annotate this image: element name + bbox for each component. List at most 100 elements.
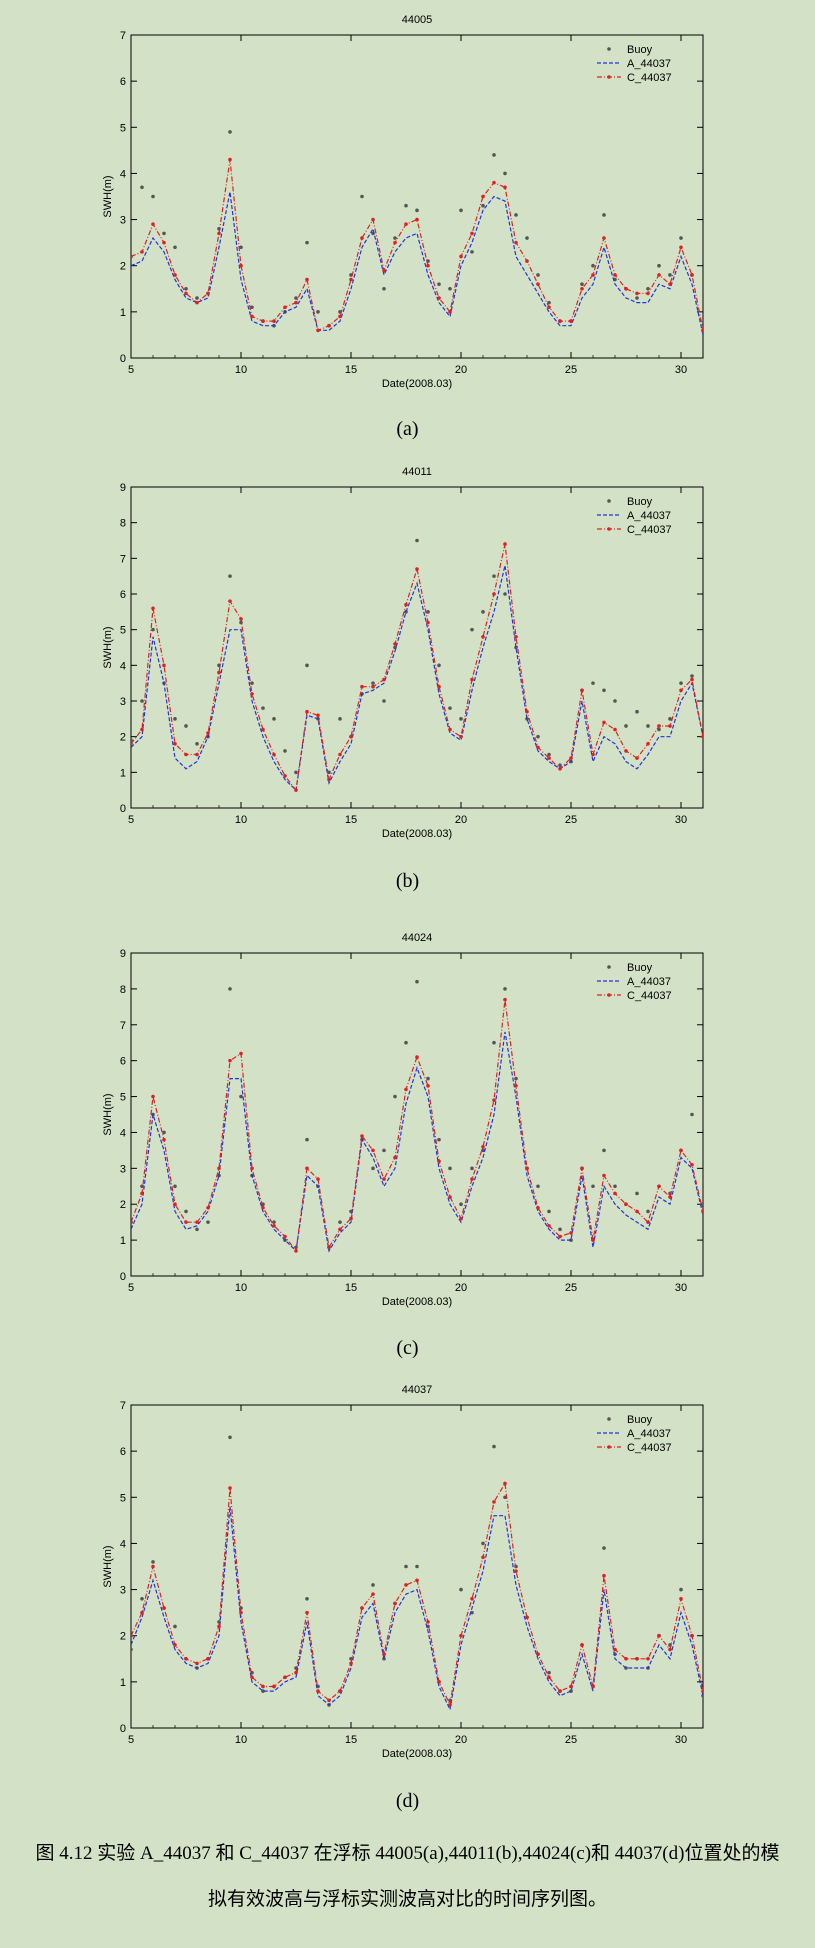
series-Buoy [131, 979, 703, 1250]
y-axis-label: SWH(m) [102, 1545, 114, 1587]
series-marker [701, 328, 703, 333]
buoy-point [602, 688, 606, 693]
series-marker [437, 684, 441, 689]
series-marker [536, 745, 540, 750]
series-marker [327, 1245, 331, 1250]
x-tick-label: 10 [235, 1282, 247, 1294]
series-marker [283, 774, 287, 778]
series-marker [393, 642, 397, 646]
series-marker [184, 752, 188, 757]
series-marker [228, 599, 232, 603]
panel-label-a: (a) [396, 418, 419, 440]
buoy-point [272, 1220, 276, 1224]
series-marker [360, 236, 364, 240]
series-marker [602, 720, 606, 725]
y-tick-label: 4 [120, 660, 126, 672]
buoy-point [272, 717, 276, 721]
buoy-point [646, 1209, 650, 1214]
y-axis-label: SWH(m) [102, 175, 114, 217]
buoy-point [679, 681, 683, 685]
legend-marker [607, 993, 611, 997]
series-marker [327, 777, 331, 782]
chart-title: 44005 [402, 14, 433, 26]
panel-label-c: (c) [396, 1337, 419, 1359]
buoy-point [250, 681, 254, 685]
buoy-point [514, 213, 518, 217]
series-marker [162, 1137, 166, 1142]
series-marker [448, 1195, 452, 1199]
buoy-point [239, 245, 243, 250]
x-tick-label: 15 [345, 364, 357, 376]
series-marker [657, 1633, 661, 1638]
series-marker [558, 1689, 562, 1693]
legend-label: C_44037 [627, 72, 672, 84]
buoy-point [404, 1564, 408, 1569]
buoy-point [173, 1624, 177, 1629]
series-marker [635, 1656, 639, 1661]
buoy-point [591, 1184, 595, 1189]
legend-marker [607, 47, 611, 51]
legend-marker [607, 75, 611, 79]
series-marker [283, 305, 287, 310]
series-marker [305, 277, 309, 282]
series-marker [228, 1486, 232, 1490]
series-marker [624, 286, 628, 291]
series-marker [470, 1177, 474, 1181]
buoy-point [382, 1148, 386, 1153]
chart-title: 44024 [402, 932, 433, 944]
buoy-point [294, 770, 298, 775]
series-marker [140, 250, 144, 254]
series-marker [283, 1234, 287, 1239]
buoy-point [448, 286, 452, 291]
series-marker [525, 1166, 529, 1171]
y-tick-label: 8 [120, 518, 126, 530]
series-marker [459, 1633, 463, 1638]
y-tick-label: 6 [120, 76, 126, 88]
series-marker [646, 291, 650, 296]
buoy-point [668, 273, 672, 277]
buoy-point [415, 1564, 419, 1569]
y-tick-label: 5 [120, 625, 126, 637]
series-marker [393, 240, 397, 245]
legend: Buoy A_44037 C_44037 [597, 1414, 672, 1454]
series-marker [536, 1206, 540, 1210]
buoy-point [382, 699, 386, 703]
series-marker [338, 752, 342, 757]
series-C_44037 [131, 157, 703, 333]
series-marker [668, 1195, 672, 1199]
buoy-point [569, 1238, 573, 1242]
y-tick-label: 1 [120, 1677, 126, 1689]
buoy-point [415, 538, 419, 543]
series-marker [591, 1238, 595, 1242]
buoy-point [492, 1040, 496, 1045]
series-marker [184, 291, 188, 296]
legend-label: C_44037 [627, 990, 672, 1002]
series-marker [415, 1055, 419, 1059]
series-marker [547, 1675, 551, 1680]
buoy-point [305, 663, 309, 668]
buoy-point [613, 1184, 617, 1189]
y-tick-label: 0 [120, 1271, 126, 1283]
y-axis-label: SWH(m) [102, 1093, 114, 1135]
y-tick-label: 4 [120, 1538, 126, 1550]
series-marker [173, 1202, 177, 1207]
chart-title: 44037 [402, 1384, 433, 1396]
series-marker [404, 1087, 408, 1092]
series-marker [349, 1216, 353, 1221]
series-marker [272, 1223, 276, 1228]
buoy-point [646, 286, 650, 291]
series-marker [162, 1606, 166, 1610]
y-tick-label: 9 [120, 948, 126, 960]
series-marker [404, 1583, 408, 1587]
series-marker [261, 727, 265, 732]
series-marker [382, 268, 386, 273]
series-marker [294, 1670, 298, 1675]
y-tick-label: 1 [120, 1235, 126, 1247]
series-marker [591, 1684, 595, 1689]
legend-marker [607, 527, 611, 531]
series-marker [151, 1564, 155, 1569]
buoy-point [679, 1587, 683, 1592]
series-C_44037 [131, 542, 703, 792]
buoy-point [162, 231, 166, 236]
